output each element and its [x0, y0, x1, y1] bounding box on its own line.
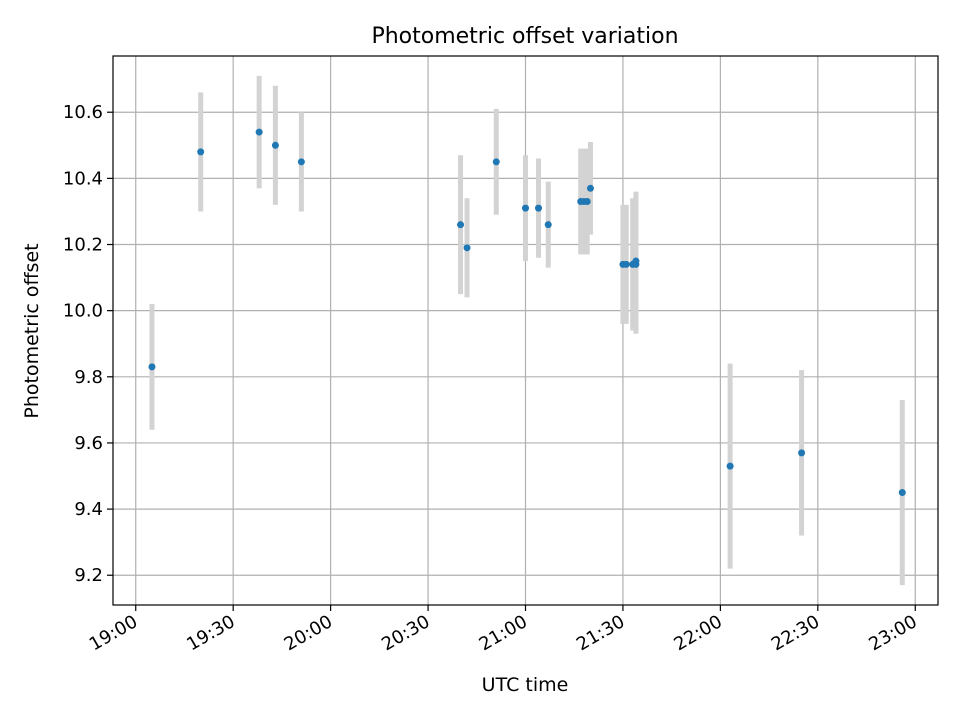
y-axis-label: Photometric offset: [21, 243, 43, 418]
data-point: [622, 260, 630, 268]
x-tick-label: 20:30: [378, 611, 433, 655]
data-point: [798, 449, 806, 457]
data-point: [632, 260, 640, 268]
data-point: [726, 462, 734, 470]
data-point: [544, 221, 552, 229]
x-tick-label: 19:30: [183, 611, 238, 655]
data-point: [586, 184, 594, 192]
x-tick-label: 21:00: [476, 611, 531, 655]
y-tick-label: 9.2: [74, 565, 103, 586]
x-tick-label: 20:00: [281, 611, 336, 655]
data-point: [522, 204, 529, 212]
x-tick-label: 21:30: [573, 611, 628, 655]
data-point: [492, 158, 500, 166]
y-tick-label: 10.2: [63, 235, 103, 256]
data-point: [148, 363, 156, 371]
data-point: [271, 141, 279, 149]
y-tick-label: 9.4: [74, 499, 103, 520]
data-point: [463, 244, 471, 252]
x-tick-label: 23:00: [865, 611, 920, 655]
grid: [113, 56, 938, 605]
y-tick-label: 10.4: [63, 168, 103, 189]
x-tick-label: 22:30: [768, 611, 823, 655]
chart-title: Photometric offset variation: [371, 24, 678, 49]
data-point: [297, 158, 305, 166]
y-tick-label: 10.6: [63, 102, 103, 123]
x-tick-label: 19:00: [86, 611, 141, 655]
x-axis-label: UTC time: [482, 674, 569, 696]
data-points: [148, 128, 906, 497]
data-point: [457, 221, 465, 229]
data-point: [534, 204, 542, 212]
x-tick-label: 22:00: [670, 611, 725, 655]
data-point: [197, 148, 205, 156]
y-tick-label: 10.0: [63, 301, 103, 322]
data-point: [898, 489, 906, 497]
y-tick-label: 9.6: [74, 433, 103, 454]
y-tick-label: 9.8: [74, 367, 103, 388]
x-axis: 19:00 19:30 20:00 20:30 21:00 21:30 22:00 22:30…: [86, 605, 921, 655]
data-point: [255, 128, 263, 136]
data-point: [583, 198, 591, 206]
y-axis: 9.2 9.4 9.6 9.8 10.0 10.2 10.4 10.6: [63, 102, 113, 586]
